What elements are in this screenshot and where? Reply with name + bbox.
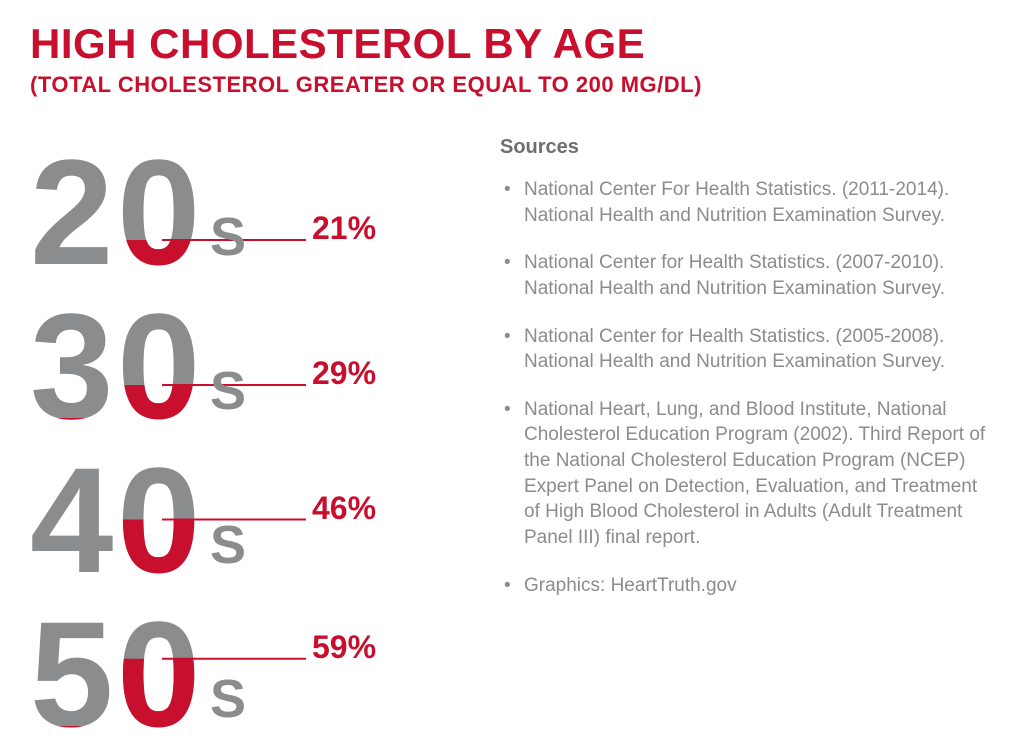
svg-text:4: 4 <box>30 444 113 594</box>
percent-label: 59% <box>312 629 376 666</box>
main-content: 2 2 0 0 S21% 3 3 0 0 S29% <box>30 126 994 748</box>
age-stat-row: 2 2 0 0 S21% <box>30 136 460 286</box>
svg-text:2: 2 <box>30 136 113 286</box>
page-title: HIGH CHOLESTEROL BY AGE <box>30 20 994 68</box>
source-item: National Center for Health Statistics. (… <box>500 324 994 375</box>
decade-suffix-s: S <box>210 668 246 730</box>
source-item: National Heart, Lung, and Blood Institut… <box>500 397 994 551</box>
sources-list: National Center For Health Statistics. (… <box>500 177 994 598</box>
svg-text:5: 5 <box>30 598 113 748</box>
percent-label: 29% <box>312 355 376 392</box>
decade-suffix-s: S <box>210 360 246 422</box>
page-subtitle: (TOTAL CHOLESTEROL GREATER OR EQUAL TO 2… <box>30 72 994 98</box>
decade-suffix-s: S <box>210 206 246 268</box>
percent-label: 46% <box>312 490 376 527</box>
age-stat-row: 3 3 0 0 S29% <box>30 290 460 440</box>
age-stat-row: 4 4 0 0 S46% <box>30 444 460 594</box>
percent-label: 21% <box>312 210 376 247</box>
sources-column: Sources National Center For Health Stati… <box>500 126 994 748</box>
age-stat-row: 5 5 0 0 S59% <box>30 598 460 748</box>
svg-text:3: 3 <box>30 290 113 440</box>
decade-suffix-s: S <box>210 514 246 576</box>
sources-heading: Sources <box>500 136 994 159</box>
source-item: National Center For Health Statistics. (… <box>500 177 994 228</box>
source-item: Graphics: HeartTruth.gov <box>500 573 994 599</box>
source-item: National Center for Health Statistics. (… <box>500 250 994 301</box>
age-stats-column: 2 2 0 0 S21% 3 3 0 0 S29% <box>30 126 460 748</box>
